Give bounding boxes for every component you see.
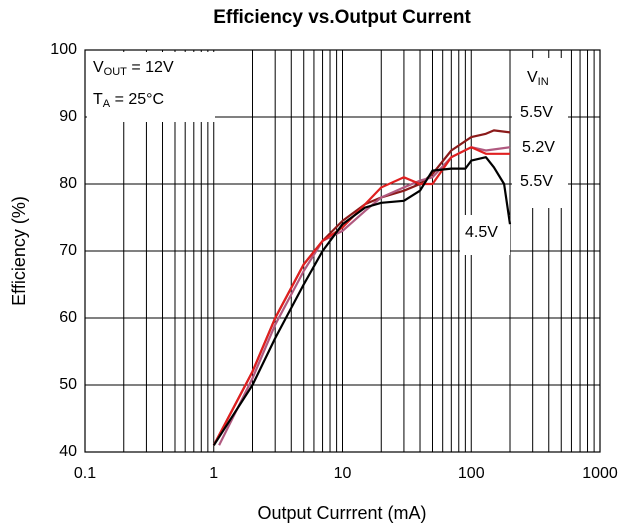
annotation: TA = 25°C	[93, 91, 164, 110]
series-line	[212, 146, 510, 446]
annotation-part: V	[93, 59, 104, 76]
y-tick-label: 50	[59, 376, 77, 393]
annotation-part: T	[93, 91, 103, 108]
x-tick-label: 10	[334, 465, 352, 482]
x-tick-label: 1000	[582, 465, 618, 482]
y-tick-label: 90	[59, 108, 77, 125]
annotation-part: IN	[538, 76, 549, 88]
y-axis-label: Efficiency (%)	[9, 196, 29, 306]
x-tick-label: 1	[209, 465, 218, 482]
annotation-part: = 12V	[127, 59, 174, 76]
label-box	[87, 52, 215, 122]
y-tick-label: 80	[59, 175, 77, 192]
series-label: 5.5V	[520, 173, 553, 190]
annotation-part: = 25°C	[110, 91, 164, 108]
plot-frame	[84, 49, 601, 453]
series-line	[218, 146, 511, 446]
y-tick-label: 70	[59, 242, 77, 259]
chart-title: Efficiency vs.Output Current	[213, 7, 471, 28]
x-tick-label: 100	[458, 465, 485, 482]
series-label: 5.5V	[520, 104, 553, 121]
series-line	[212, 156, 512, 446]
label-box	[512, 58, 568, 208]
y-tick-label: 100	[50, 41, 77, 58]
annotation: VIN	[527, 69, 549, 88]
label-box	[460, 215, 510, 255]
x-tick-label: 0.1	[74, 465, 96, 482]
series-label: 4.5V	[465, 224, 498, 241]
annotation-part: OUT	[104, 66, 128, 78]
annotation-part: V	[527, 69, 538, 86]
series-label: 5.2V	[522, 139, 555, 156]
y-tick-label: 60	[59, 309, 77, 326]
annotation: VOUT = 12V	[93, 59, 174, 78]
y-tick-label: 40	[59, 443, 77, 460]
annotation-part: A	[103, 98, 111, 110]
x-axis-label: Output Currrent (mA)	[257, 503, 426, 523]
